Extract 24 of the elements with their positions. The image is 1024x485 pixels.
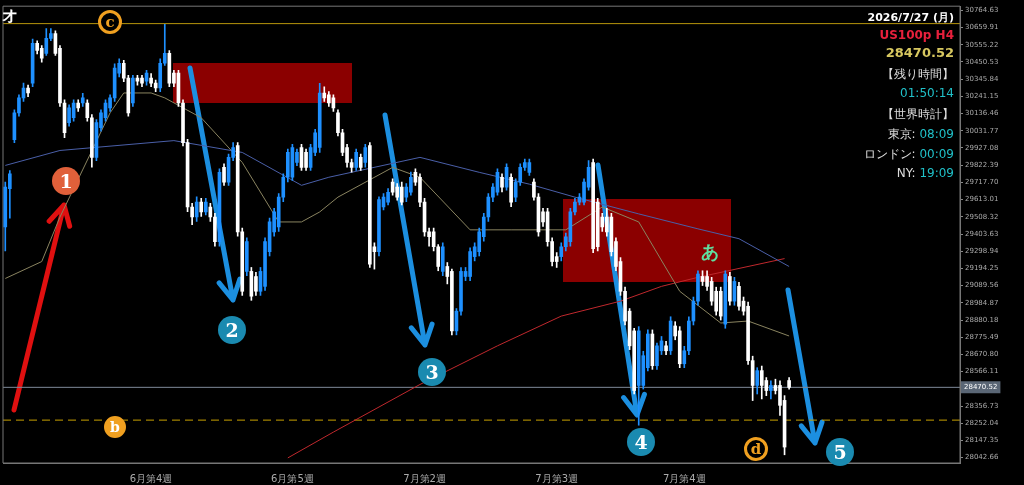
x-tick-label: 6月第5週	[271, 472, 314, 484]
annotation: d	[744, 437, 768, 461]
annotation: あ	[701, 241, 719, 262]
annotation: NY: 19:09	[896, 166, 954, 180]
x-tick-label: 7月第2週	[403, 472, 446, 484]
annotation: 【世界時計】	[881, 106, 954, 123]
annotation: 3	[418, 358, 446, 386]
annotation: 4	[627, 428, 655, 457]
annotation: 5	[826, 438, 854, 466]
x-tick-label: 7月第3週	[535, 472, 579, 484]
text: 2026/7/27 (月)	[866, 10, 954, 25]
annotation: 東京: 08:09	[887, 127, 954, 141]
x-tick-label: 7月第4週	[662, 472, 706, 484]
x-tick-label: 6月第4週	[129, 472, 173, 484]
annotation: 28470.52	[884, 45, 954, 60]
annotation: ロンドン: 00:09	[863, 147, 954, 161]
annotation: 01:50:14	[899, 86, 954, 100]
annotation: 【残り時間】	[881, 66, 954, 83]
annotation: c	[98, 10, 122, 34]
annotation: オ	[2, 6, 18, 25]
text: US100p H4	[878, 28, 954, 42]
annotation: b	[104, 416, 126, 438]
annotation: 1	[52, 167, 80, 195]
annotation: 2	[218, 316, 246, 344]
